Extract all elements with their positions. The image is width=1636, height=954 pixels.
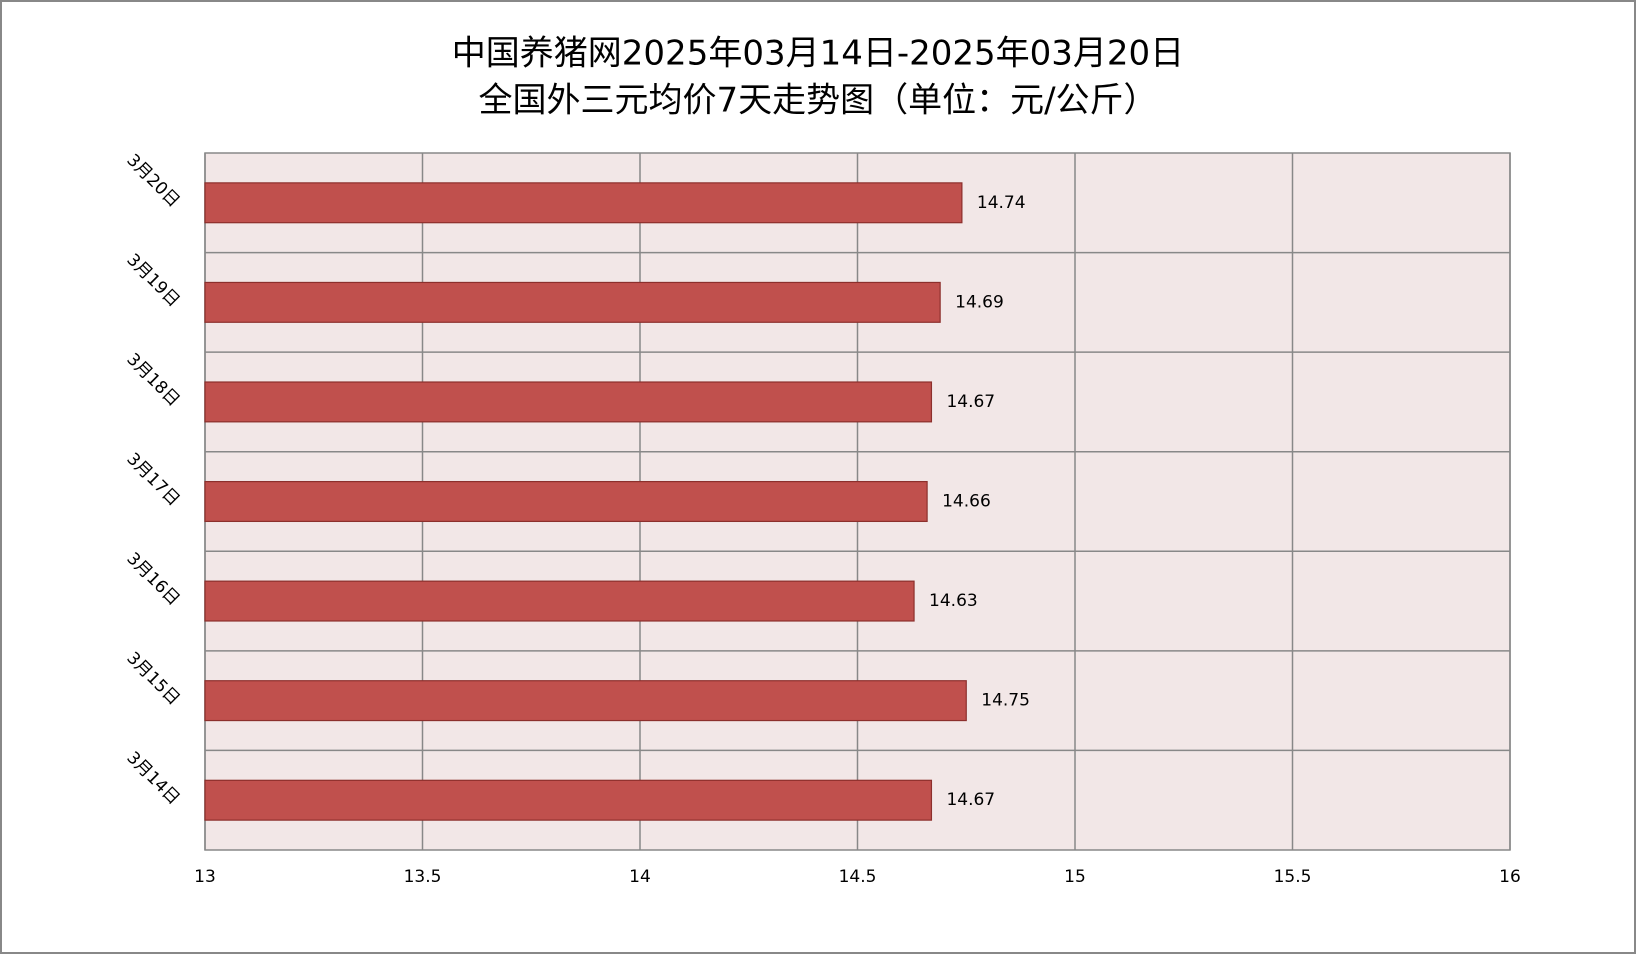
x-tick-label: 14 (629, 867, 651, 887)
bar (204, 779, 933, 821)
bar (204, 580, 915, 622)
bar (204, 680, 967, 722)
bar (204, 182, 963, 224)
chart-subtitle: 全国外三元均价7天走势图（单位：元/公斤） (478, 81, 1157, 121)
value-label: 14.74 (977, 193, 1026, 213)
x-tick-label: 13 (194, 867, 216, 887)
bar (204, 381, 933, 423)
value-label: 14.75 (981, 691, 1030, 711)
x-tick-label: 15.5 (1274, 867, 1312, 887)
value-label: 14.66 (942, 492, 991, 512)
x-tick-label: 14.5 (839, 867, 877, 887)
value-label: 14.67 (946, 392, 995, 412)
chart-title: 中国养猪网2025年03月14日-2025年03月20日 (452, 34, 1184, 74)
bar (204, 480, 928, 523)
x-tick-label: 15 (1064, 867, 1086, 887)
x-tick-label: 16 (1499, 867, 1521, 887)
value-label: 14.69 (955, 292, 1004, 312)
bar (204, 281, 941, 323)
x-tick-label: 13.5 (404, 867, 442, 887)
value-label: 14.63 (929, 591, 978, 611)
value-label: 14.67 (946, 790, 995, 810)
